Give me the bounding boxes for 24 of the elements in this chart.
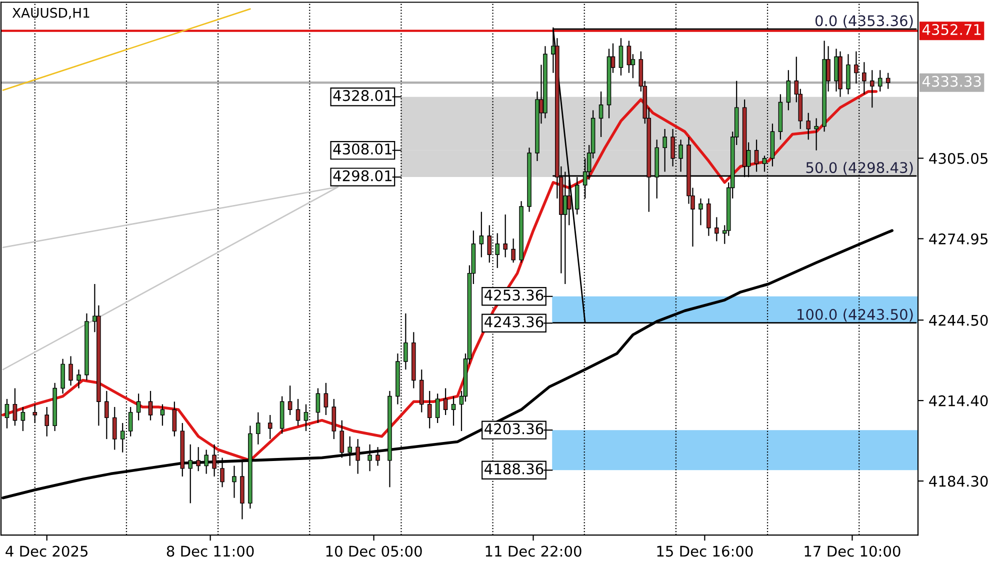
annotation: 4298.01 xyxy=(333,170,392,182)
annotation: 4203.36 xyxy=(484,423,544,434)
annotation: 4328.01 xyxy=(333,90,392,102)
annotation: 0.0 (4353.36) xyxy=(815,14,913,28)
x-tick-label: 15 Dec 16:00 xyxy=(657,546,753,557)
ref-line-label: 4333.33 xyxy=(922,76,981,87)
x-tick-label: 17 Dec 10:00 xyxy=(804,546,900,557)
x-tick-label: 10 Dec 05:00 xyxy=(326,546,422,557)
x-tick-label: 8 Dec 11:00 xyxy=(166,546,254,557)
annotation: 4243.36 xyxy=(484,316,544,328)
y-tick-label: 4184.30 xyxy=(929,476,988,487)
annotation: 4253.36 xyxy=(484,290,544,301)
chart-title: XAUUSD,H1 xyxy=(12,8,90,20)
annotation: 50.0 (4298.43) xyxy=(806,162,913,175)
x-tick-label: 11 Dec 22:00 xyxy=(486,546,582,557)
ref-line-label: 4352.71 xyxy=(922,24,981,36)
annotation: 4188.36 xyxy=(484,463,544,474)
annotation: 100.0 (4243.50) xyxy=(798,308,913,322)
y-tick-label: 4274.95 xyxy=(929,233,988,244)
x-tick-label: 4 Dec 2025 xyxy=(6,546,88,557)
y-tick-label: 4244.50 xyxy=(929,314,988,326)
y-tick-label: 4214.40 xyxy=(929,395,988,406)
y-tick-label: 4305.05 xyxy=(929,152,988,164)
annotation: 4308.01 xyxy=(333,144,392,155)
